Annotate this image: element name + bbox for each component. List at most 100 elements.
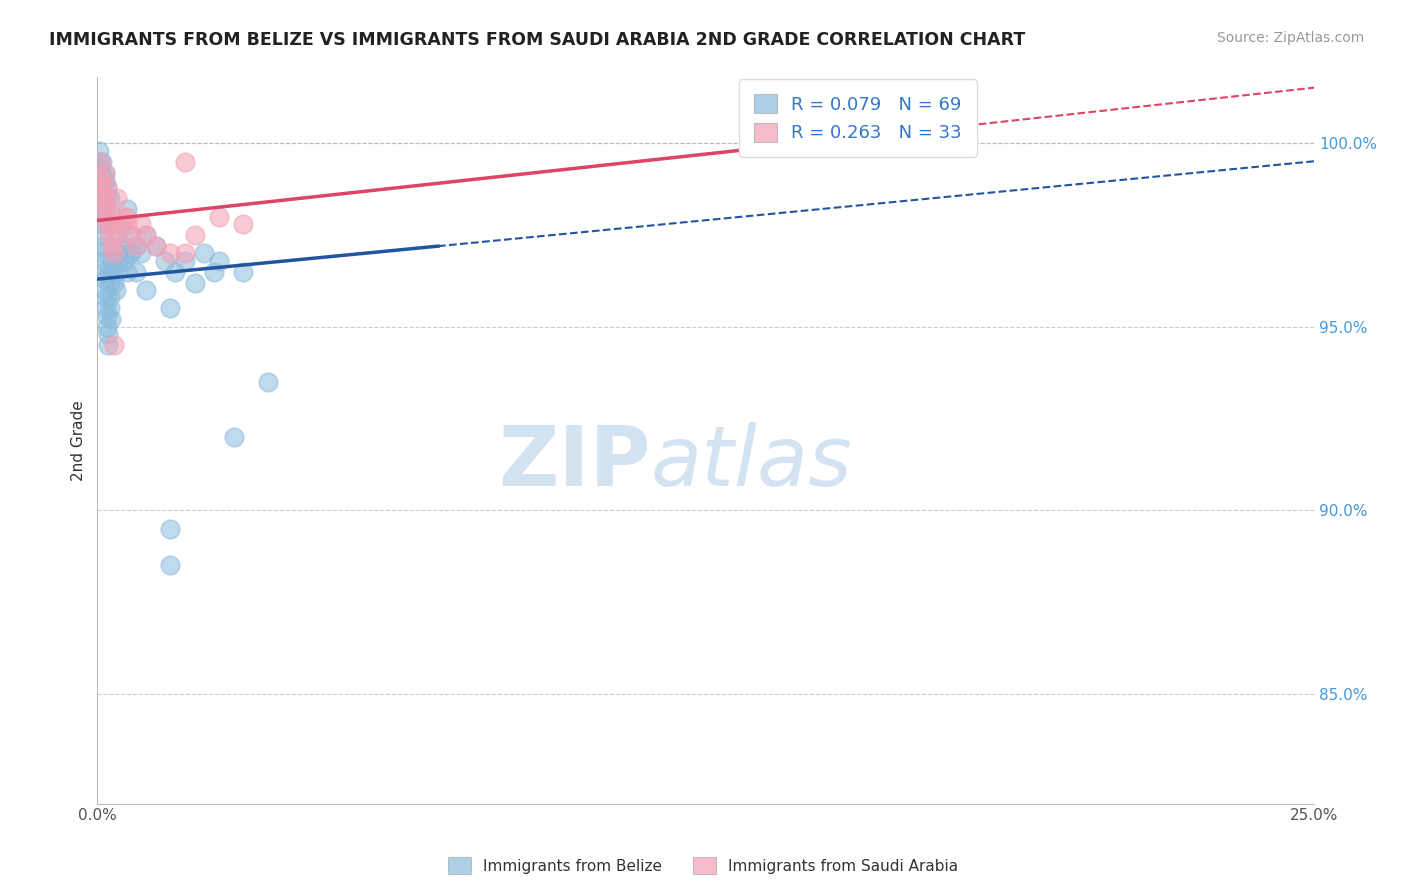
Point: [193, 246, 215, 260]
Point: [165, 265, 187, 279]
Point: [120, 246, 142, 260]
Point: [94, 210, 117, 224]
Point: [120, 228, 142, 243]
Point: [100, 301, 122, 316]
Point: [96, 309, 118, 323]
Point: [111, 210, 134, 224]
Point: [222, 430, 245, 444]
Point: [96, 217, 118, 231]
Point: [183, 228, 205, 243]
Point: [98, 228, 121, 243]
Point: [105, 265, 128, 279]
Point: [90, 169, 112, 184]
Point: [89, 154, 111, 169]
Point: [90, 173, 112, 187]
Point: [101, 265, 124, 279]
Point: [103, 338, 125, 352]
Point: [118, 246, 141, 260]
Point: [135, 283, 157, 297]
Point: [125, 239, 148, 253]
Point: [91, 191, 114, 205]
Point: [93, 272, 115, 286]
Point: [105, 228, 128, 243]
Point: [108, 246, 131, 260]
Legend: Immigrants from Belize, Immigrants from Saudi Arabia: Immigrants from Belize, Immigrants from …: [441, 851, 965, 880]
Point: [792, 136, 814, 151]
Point: [104, 283, 127, 297]
Point: [96, 180, 118, 194]
Point: [91, 180, 114, 194]
Point: [115, 202, 138, 217]
Point: [101, 239, 124, 253]
Point: [89, 162, 111, 177]
Y-axis label: 2nd Grade: 2nd Grade: [72, 401, 86, 481]
Point: [115, 210, 138, 224]
Point: [232, 217, 254, 231]
Point: [159, 522, 181, 536]
Point: [91, 239, 114, 253]
Point: [89, 144, 111, 158]
Point: [174, 253, 197, 268]
Point: [159, 558, 181, 573]
Point: [256, 375, 278, 389]
Point: [93, 191, 115, 205]
Point: [155, 253, 177, 268]
Point: [93, 265, 115, 279]
Point: [98, 265, 121, 279]
Legend: R = 0.079   N = 69, R = 0.263   N = 33: R = 0.079 N = 69, R = 0.263 N = 33: [740, 79, 977, 157]
Point: [90, 191, 112, 205]
Point: [159, 246, 181, 260]
Point: [96, 191, 118, 205]
Point: [91, 154, 114, 169]
Point: [135, 228, 157, 243]
Text: IMMIGRANTS FROM BELIZE VS IMMIGRANTS FROM SAUDI ARABIA 2ND GRADE CORRELATION CHA: IMMIGRANTS FROM BELIZE VS IMMIGRANTS FRO…: [49, 31, 1025, 49]
Point: [93, 202, 115, 217]
Point: [145, 239, 167, 253]
Point: [145, 239, 167, 253]
Point: [208, 210, 231, 224]
Point: [98, 191, 121, 205]
Point: [91, 246, 114, 260]
Point: [89, 154, 111, 169]
Point: [94, 283, 117, 297]
Point: [183, 276, 205, 290]
Point: [94, 291, 117, 305]
Point: [96, 202, 118, 217]
Point: [93, 166, 115, 180]
Point: [93, 166, 115, 180]
Point: [91, 228, 114, 243]
Point: [97, 338, 120, 352]
Point: [105, 228, 128, 243]
Point: [93, 253, 115, 268]
Point: [159, 301, 181, 316]
Point: [96, 180, 118, 194]
Point: [105, 191, 128, 205]
Point: [98, 291, 121, 305]
Point: [208, 253, 231, 268]
Point: [90, 180, 112, 194]
Point: [91, 217, 114, 231]
Point: [101, 217, 124, 231]
Text: Source: ZipAtlas.com: Source: ZipAtlas.com: [1216, 31, 1364, 45]
Point: [93, 173, 115, 187]
Point: [115, 217, 138, 231]
Point: [97, 327, 120, 342]
Text: atlas: atlas: [651, 422, 852, 503]
Point: [125, 239, 148, 253]
Point: [103, 276, 125, 290]
Point: [202, 265, 225, 279]
Point: [90, 202, 112, 217]
Point: [111, 239, 134, 253]
Point: [100, 312, 122, 326]
Point: [111, 217, 134, 231]
Point: [98, 276, 121, 290]
Point: [135, 228, 157, 243]
Point: [232, 265, 254, 279]
Point: [125, 265, 148, 279]
Point: [112, 253, 135, 268]
Point: [174, 154, 197, 169]
Point: [90, 210, 112, 224]
Point: [94, 301, 117, 316]
Point: [101, 253, 124, 268]
Point: [129, 217, 152, 231]
